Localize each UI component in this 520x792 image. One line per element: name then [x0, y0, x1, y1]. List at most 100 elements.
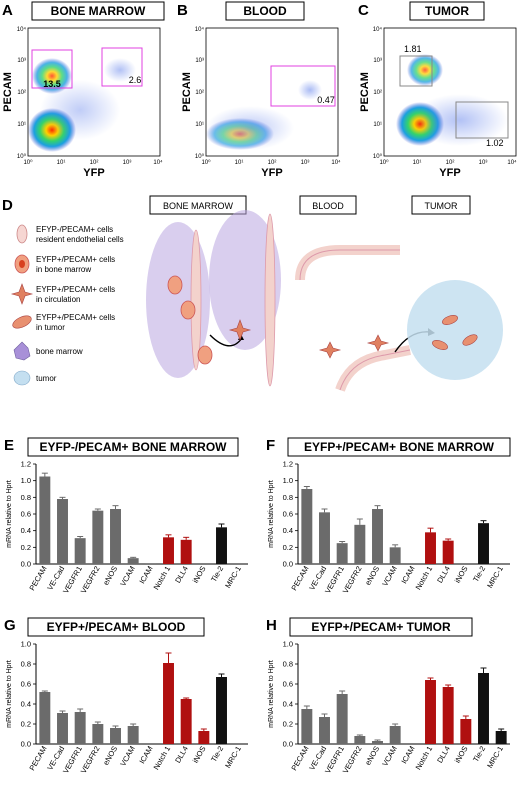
x-tick-b3: 10³ [301, 160, 310, 166]
bar-e-7 [163, 537, 174, 564]
x-tick-label-f-7: Notch 1 [414, 565, 435, 592]
x-tick-label-h-6: ICAM [399, 745, 416, 766]
bar-h-9 [460, 719, 472, 744]
y-tick-label-e: 1.2 [21, 460, 31, 469]
y-tick-c2: 10² [373, 90, 382, 96]
x-tick-b1: 10¹ [235, 160, 244, 166]
bar-f-7 [425, 532, 436, 564]
bar-h-11 [495, 731, 507, 744]
legend-6-line1: tumor [36, 374, 57, 383]
bar-h-2 [336, 694, 348, 744]
scheme-header-box-bm [149, 195, 247, 215]
y-axis-title-g: mRNA relative to Hprt [6, 660, 13, 728]
x-tick-c4: 10⁴ [507, 159, 517, 166]
x-tick-label-g-5: VCAM [118, 745, 137, 768]
y-tick-label-f: 0.4 [283, 526, 293, 535]
gate-value-a2: 2.6 [129, 75, 142, 85]
chart-title-box-f [287, 437, 511, 457]
bar-h-5 [389, 726, 401, 744]
y-tick-c0: 10⁰ [373, 153, 383, 160]
panel-title-box-b [225, 1, 305, 21]
gate-yfp-c [455, 101, 509, 139]
y-tick-b4: 10⁴ [195, 26, 205, 33]
y-tick-b2: 10² [195, 90, 204, 96]
bar-e-2 [74, 538, 86, 564]
legend-2-line2: in bone marrow [36, 265, 91, 274]
y-tick-c3: 10³ [373, 58, 382, 64]
bar-h-3 [354, 736, 366, 744]
tumor-yfp-cell-icon [12, 315, 32, 329]
bar-g-10 [216, 677, 227, 744]
legend-1-line2: resident endothelial cells [36, 235, 124, 244]
y-tick-label-g: 1.0 [21, 640, 31, 649]
bar-h-4 [372, 741, 383, 744]
gate-value-a1: 13.5 [43, 79, 61, 89]
x-tick-label-f-9: iNOS [453, 565, 470, 585]
x-tick-label-f-10: Tie-2 [471, 565, 487, 584]
bone-marrow-illustration [146, 210, 281, 387]
y-tick-label-g: 0.4 [21, 700, 31, 709]
panel-letter-f: F [266, 437, 275, 454]
panel-letter-a: A [2, 2, 13, 19]
circulating-cell-icon [10, 283, 34, 305]
y-tick-label-f: 0.0 [283, 560, 293, 569]
x-tick-label-g-7: Notch 1 [152, 745, 173, 772]
y-tick-label-h: 0.4 [283, 700, 293, 709]
chart-title-box-h [289, 617, 473, 637]
y-tick-label-e: 0.8 [21, 493, 31, 502]
panel-title-b: BLOOD [243, 4, 287, 18]
x-tick-c2: 10² [446, 160, 455, 166]
x-tick-label-e-7: Notch 1 [152, 565, 173, 592]
bar-e-3 [92, 510, 104, 564]
bar-panel-h: H EYFP+/PECAM+ TUMOR 0.0 0.2 0.4 0.6 0.8 1.0 mRN… [266, 617, 510, 775]
scheme-legend: EFYP-/PECAM+ cells resident endothelial … [10, 224, 124, 386]
scheme-header-blood: BLOOD [312, 201, 344, 211]
legend-3-line1: EYFP+/PECAM+ cells [36, 285, 115, 294]
bar-f-0 [301, 489, 313, 564]
x-tick-label-e-4: eNOS [101, 565, 119, 587]
bar-h-8 [442, 687, 454, 744]
y-axis-title-b: PECAM [181, 72, 193, 112]
legend-1-line1: EFYP-/PECAM+ cells [36, 225, 113, 234]
bar-g-4 [110, 728, 121, 744]
y-axis-title-e: mRNA relative to Hprt [6, 480, 13, 548]
legend-4-line2: in tumor [36, 323, 65, 332]
bar-f-1 [319, 512, 330, 564]
x-tick-a4: 10⁴ [153, 159, 163, 166]
scheme-header-box-tumor [411, 195, 471, 215]
y-tick-b1: 10¹ [195, 122, 204, 128]
flow-panel-b: B BLOOD 0.47 10⁰ 10¹ 10² 10³ 10⁴ 10⁰ 10¹… [177, 1, 341, 179]
panel-title-box-a [31, 1, 165, 21]
bar-e-0 [39, 476, 51, 564]
y-axis-title-a: PECAM [2, 72, 14, 112]
gate-value-c2: 1.02 [486, 138, 504, 148]
panel-title-a: BONE MARROW [51, 4, 146, 18]
y-axis-title-c: PECAM [359, 72, 371, 112]
x-tick-c3: 10³ [479, 160, 488, 166]
x-axis-title-b: YFP [261, 167, 282, 179]
bar-h-0 [301, 709, 313, 744]
bar-h-7 [425, 680, 436, 744]
y-tick-label-h: 1.0 [283, 640, 293, 649]
x-tick-label-g-11: MRC-1 [223, 745, 243, 770]
bar-panel-g: G EYFP+/PECAM+ BLOOD 0.0 0.2 0.4 0.6 0.8 1.0 mRN… [4, 617, 248, 775]
chart-title-h: EYFP+/PECAM+ TUMOR [311, 620, 451, 634]
bar-h-1 [319, 717, 330, 744]
x-axis-title-c: YFP [439, 167, 460, 179]
x-tick-label-g-4: eNOS [101, 745, 119, 767]
bar-e-6 [145, 563, 157, 564]
y-tick-label-g: 0.6 [21, 680, 31, 689]
y-tick-a0: 10⁰ [17, 153, 27, 160]
gate-yfp-pecam-a [101, 47, 143, 87]
legend-4-line1: EYFP+/PECAM+ cells [36, 313, 115, 322]
density-plot-b [206, 80, 322, 150]
chart-title-box-e [27, 437, 239, 457]
x-tick-label-g-6: ICAM [137, 745, 154, 766]
y-tick-a3: 10³ [17, 58, 26, 64]
panel-title-box-c [409, 1, 485, 21]
y-tick-label-f: 1.2 [283, 460, 293, 469]
y-axis-title-f: mRNA relative to Hprt [268, 480, 275, 548]
bar-e-1 [57, 499, 68, 564]
bar-panel-f: F EYFP+/PECAM+ BONE MARROW 0.0 0.2 0.4 0.6 0.8… [266, 437, 511, 595]
x-tick-label-f-6: ICAM [399, 565, 416, 586]
